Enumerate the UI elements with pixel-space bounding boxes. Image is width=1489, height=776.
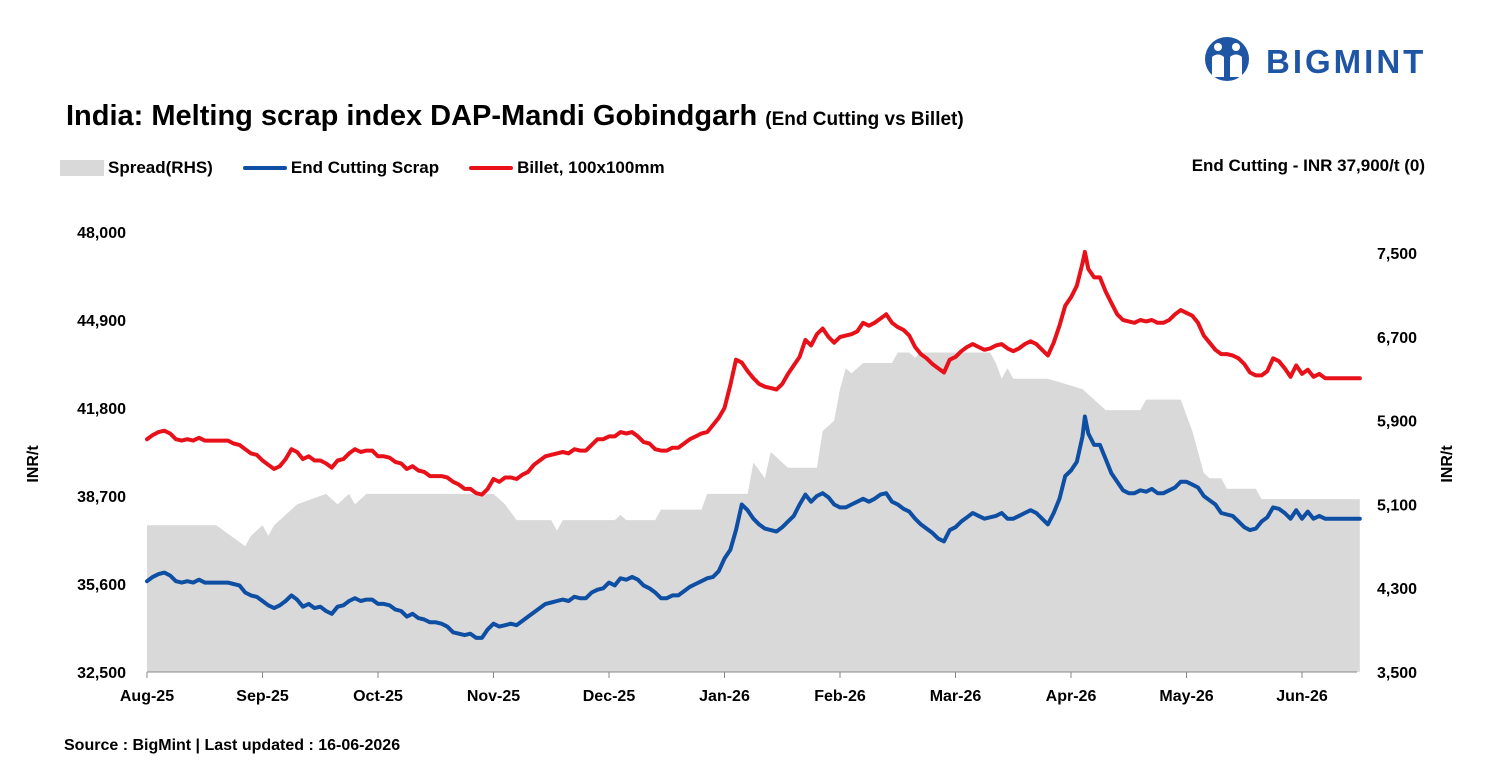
bigmint-logo-icon [1205, 37, 1249, 81]
axis-layer: Aug-25 Sep-25 Oct-25 Nov-25 Dec-25 Jan-26 Feb-… [25, 225, 1456, 705]
legend-item-end-cutting: End Cutting Scrap [242, 158, 440, 178]
x-tick-label: Apr-26 [1046, 688, 1097, 705]
y-left-tick-label: 48,000 [77, 225, 126, 242]
price-note: End Cutting - INR 37,900/t (0) [1191, 156, 1425, 175]
x-tick-label: Oct-25 [353, 688, 403, 705]
legend-label-billet: Billet, 100x100mm [517, 158, 665, 177]
spread-area-layer [147, 352, 1360, 672]
x-tick-label: Aug-25 [120, 688, 174, 705]
y-left-tick-label: 38,700 [77, 489, 126, 506]
x-tick-label: Nov-25 [467, 688, 520, 705]
chart-subtitle: (End Cutting vs Billet) [765, 109, 964, 130]
series-line-billet-100x100mm [145, 249, 1362, 497]
y-left-tick-label: 41,800 [77, 401, 126, 418]
x-tick-label: Dec-25 [583, 688, 636, 705]
legend-swatch-billet [469, 166, 514, 170]
bigmint-logo: BIGMINT [1202, 33, 1464, 89]
y-right-tick-label: 4,300 [1377, 581, 1417, 598]
x-tick-label: Jan-26 [699, 688, 750, 705]
chart-title-text: India: Melting scrap index DAP-Mandi Gob… [66, 100, 758, 132]
y-left-tick-label: 35,600 [77, 577, 126, 594]
series-area-spread-rhs [147, 352, 1360, 672]
chart-title: India: Melting scrap index DAP-Mandi Gob… [66, 100, 964, 133]
x-tick-label: May-26 [1159, 688, 1213, 705]
chart-legend: Spread(RHS) End Cutting Scrap Billet, 10… [60, 156, 695, 180]
bigmint-logo-text: BIGMINT [1266, 43, 1427, 80]
source-note: Source : BigMint | Last updated : 16-06-… [64, 737, 401, 754]
x-tick-label: Jun-26 [1276, 688, 1328, 705]
legend-swatch-end-cutting [242, 166, 287, 170]
x-tick-label: Mar-26 [930, 688, 982, 705]
legend-swatch-spread [60, 160, 104, 176]
y-right-tick-label: 7,500 [1377, 246, 1417, 263]
y-right-tick-label: 5,100 [1377, 497, 1417, 514]
series-line-layer [145, 249, 1362, 640]
y-right-tick-label: 5,900 [1377, 414, 1417, 431]
x-tick-label: Feb-26 [814, 688, 866, 705]
series-line-end-cutting-scrap [145, 414, 1362, 640]
y-left-tick-label: 32,500 [77, 665, 126, 682]
legend-item-spread: Spread(RHS) [60, 158, 213, 178]
legend-label-spread: Spread(RHS) [108, 158, 213, 177]
y-right-tick-label: 6,700 [1377, 330, 1417, 347]
y-left-tick-label: 44,900 [77, 313, 126, 330]
x-tick-label: Sep-25 [236, 688, 289, 705]
legend-label-end-cutting: End Cutting Scrap [290, 158, 440, 177]
y-right-axis-label: INR/t [1439, 445, 1456, 483]
y-left-axis-label: INR/t [25, 445, 42, 483]
y-right-tick-label: 3,500 [1377, 665, 1417, 682]
legend-item-billet: Billet, 100x100mm [469, 158, 665, 178]
